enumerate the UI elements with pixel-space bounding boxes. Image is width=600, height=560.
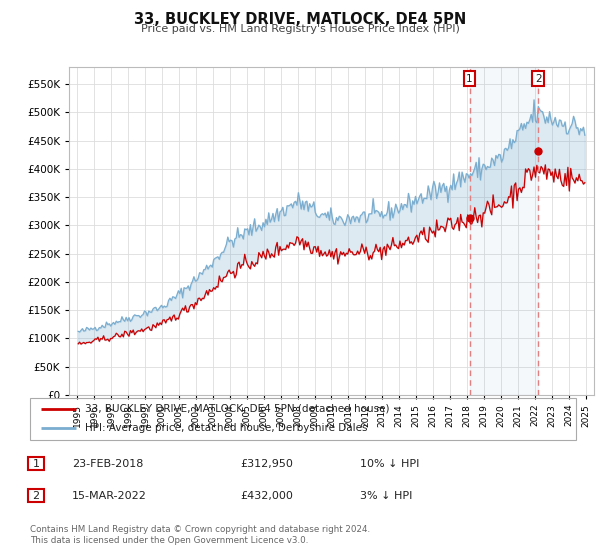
Text: 1: 1 [466,74,473,83]
Text: 23-FEB-2018: 23-FEB-2018 [72,459,143,469]
Text: 1: 1 [32,459,40,469]
Text: 2: 2 [32,491,40,501]
Text: 2: 2 [535,74,542,83]
Text: 33, BUCKLEY DRIVE, MATLOCK, DE4 5PN: 33, BUCKLEY DRIVE, MATLOCK, DE4 5PN [134,12,466,27]
Text: Price paid vs. HM Land Registry's House Price Index (HPI): Price paid vs. HM Land Registry's House … [140,24,460,34]
Text: 15-MAR-2022: 15-MAR-2022 [72,491,147,501]
Text: £432,000: £432,000 [240,491,293,501]
Text: £312,950: £312,950 [240,459,293,469]
Text: 3% ↓ HPI: 3% ↓ HPI [360,491,412,501]
Text: HPI: Average price, detached house, Derbyshire Dales: HPI: Average price, detached house, Derb… [85,423,367,433]
Text: Contains HM Land Registry data © Crown copyright and database right 2024.
This d: Contains HM Land Registry data © Crown c… [30,525,370,545]
Text: 10% ↓ HPI: 10% ↓ HPI [360,459,419,469]
Text: 33, BUCKLEY DRIVE, MATLOCK, DE4 5PN (detached house): 33, BUCKLEY DRIVE, MATLOCK, DE4 5PN (det… [85,404,389,414]
